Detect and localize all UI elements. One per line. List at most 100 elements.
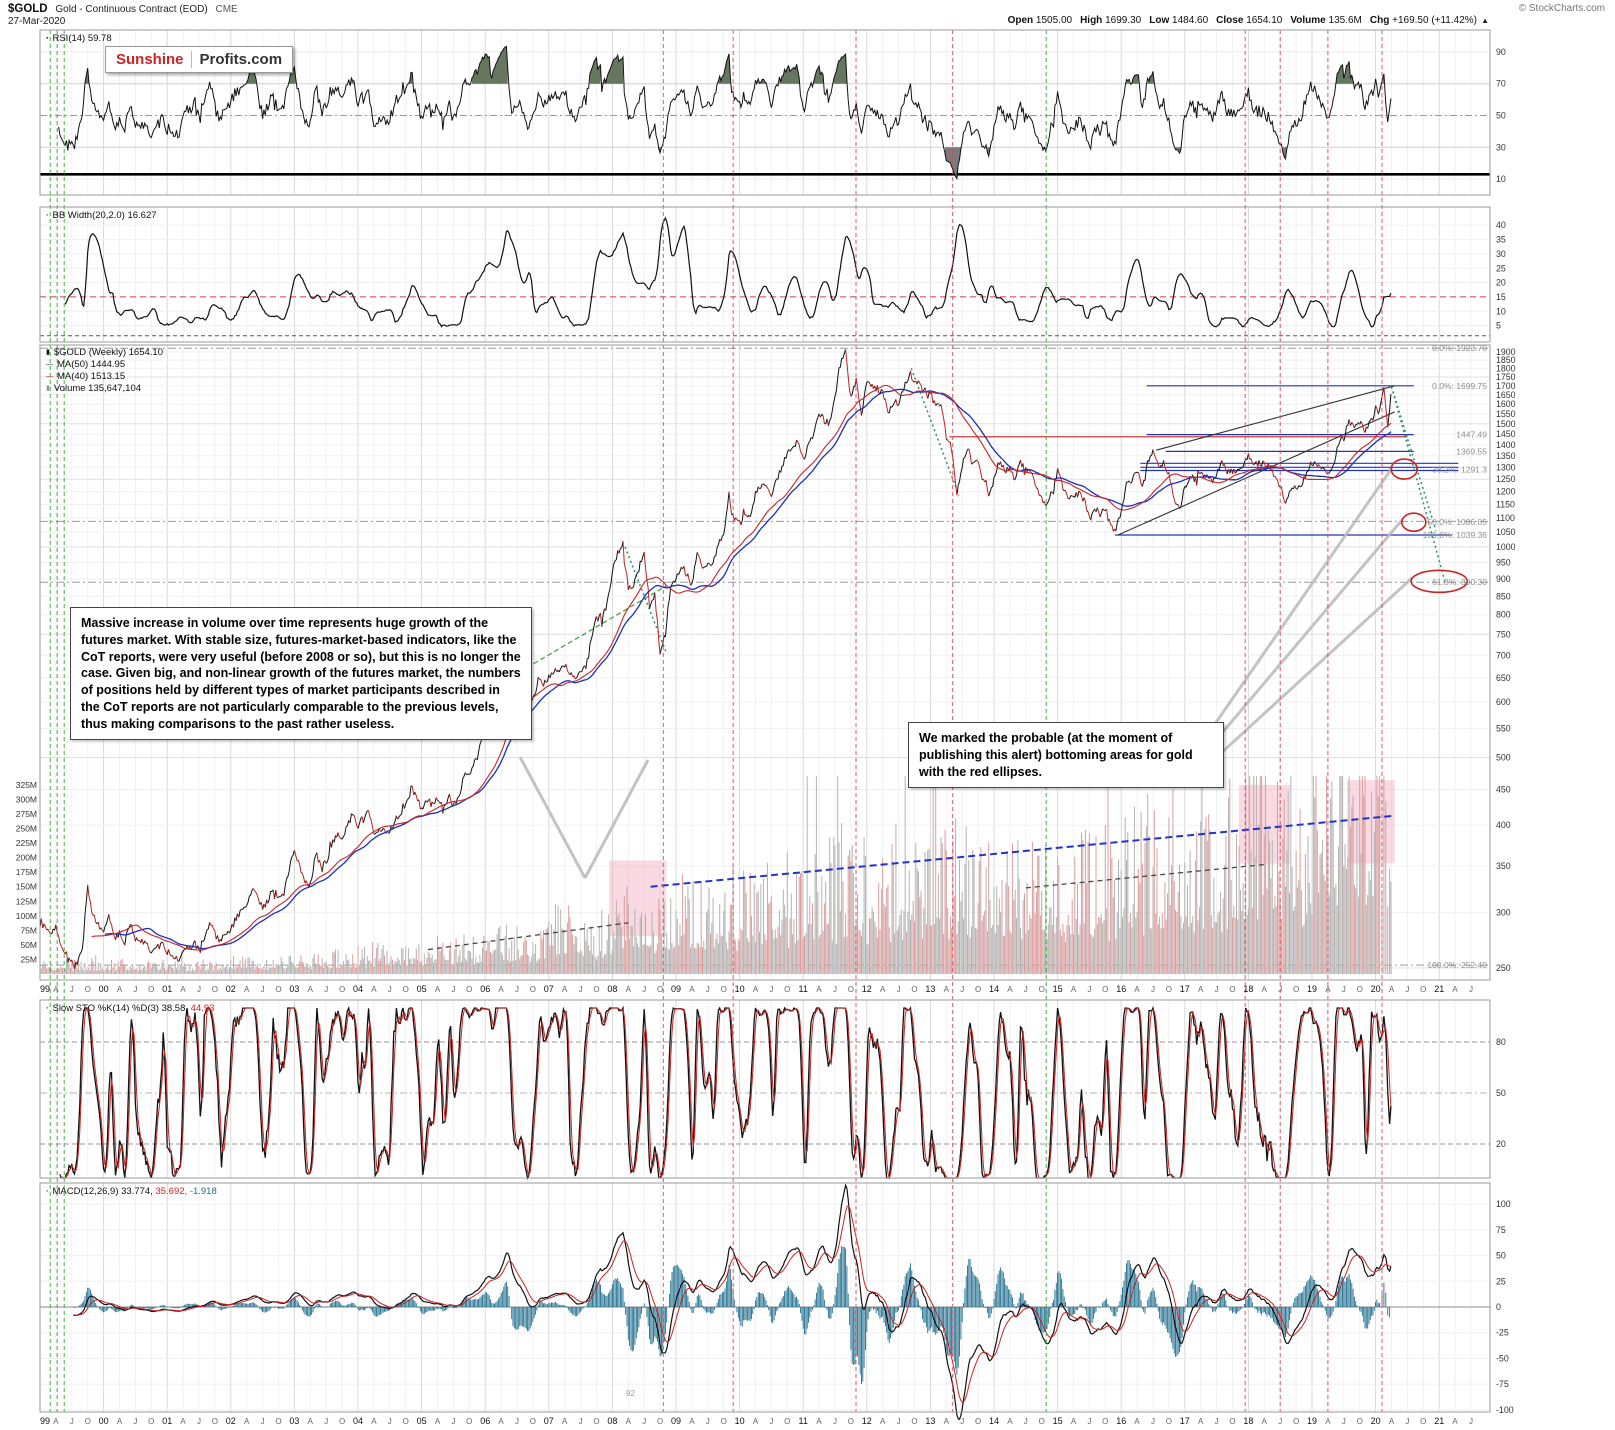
svg-text:J: J xyxy=(579,1417,583,1426)
svg-text:15: 15 xyxy=(1496,292,1506,302)
svg-text:A: A xyxy=(498,1417,504,1426)
svg-text:J: J xyxy=(388,1417,392,1426)
svg-text:10: 10 xyxy=(735,984,745,994)
svg-text:50.0%: 1086.05: 50.0%: 1086.05 xyxy=(1427,517,1487,527)
svg-text:O: O xyxy=(1166,985,1172,994)
svg-text:50: 50 xyxy=(1496,1251,1506,1261)
svg-text:38.2%: 1291.3: 38.2%: 1291.3 xyxy=(1432,464,1487,474)
svg-text:12: 12 xyxy=(862,984,872,994)
svg-text:-25: -25 xyxy=(1496,1328,1509,1338)
svg-text:275M: 275M xyxy=(16,809,37,819)
svg-text:A: A xyxy=(1452,985,1458,994)
svg-text:J: J xyxy=(897,985,901,994)
svg-text:O: O xyxy=(1039,1417,1045,1426)
svg-text:O: O xyxy=(1357,985,1363,994)
svg-text:1250: 1250 xyxy=(1496,474,1516,484)
svg-text:15: 15 xyxy=(1053,984,1063,994)
svg-text:O: O xyxy=(657,1417,663,1426)
svg-text:07: 07 xyxy=(544,1416,554,1426)
svg-text:18: 18 xyxy=(1243,1416,1253,1426)
svg-text:O: O xyxy=(593,985,599,994)
svg-text:J: J xyxy=(1278,985,1282,994)
svg-text:A: A xyxy=(1134,1417,1140,1426)
svg-text:30: 30 xyxy=(1496,249,1506,259)
svg-text:J: J xyxy=(1405,985,1409,994)
svg-text:O: O xyxy=(1357,1417,1363,1426)
svg-text:A: A xyxy=(244,985,250,994)
high-value: 1699.30 xyxy=(1105,15,1142,26)
svg-text:05: 05 xyxy=(417,984,427,994)
svg-text:A: A xyxy=(1071,1417,1077,1426)
svg-text:O: O xyxy=(1229,1417,1235,1426)
svg-text:13: 13 xyxy=(925,984,935,994)
svg-text:00: 00 xyxy=(99,984,109,994)
low-value: 1484.60 xyxy=(1172,15,1209,26)
svg-text:A: A xyxy=(1134,985,1140,994)
svg-text:J: J xyxy=(451,985,455,994)
svg-text:01: 01 xyxy=(162,1416,172,1426)
svg-text:50M: 50M xyxy=(20,940,37,950)
open-value: 1505.00 xyxy=(1035,15,1073,26)
svg-text:O: O xyxy=(1420,985,1426,994)
svg-text:A: A xyxy=(1262,985,1268,994)
svg-text:19: 19 xyxy=(1307,1416,1317,1426)
chart-date: 27-Mar-2020 xyxy=(8,16,66,27)
svg-text:O: O xyxy=(466,1417,472,1426)
svg-text:150M: 150M xyxy=(16,882,37,892)
svg-text:J: J xyxy=(324,1417,328,1426)
svg-text:10: 10 xyxy=(1496,306,1506,316)
svg-text:A: A xyxy=(498,985,504,994)
svg-text:A: A xyxy=(1071,985,1077,994)
svg-text:1369.55: 1369.55 xyxy=(1456,446,1487,456)
svg-text:A: A xyxy=(880,1417,886,1426)
svg-text:O: O xyxy=(721,1417,727,1426)
panel-marker-icon: ▪ xyxy=(46,35,49,42)
svg-text:O: O xyxy=(1293,1417,1299,1426)
svg-text:17: 17 xyxy=(1180,984,1190,994)
ma-line-icon: — xyxy=(46,373,53,380)
svg-text:J: J xyxy=(897,1417,901,1426)
svg-text:A: A xyxy=(1389,985,1395,994)
svg-text:61.8%: 890.30: 61.8%: 890.30 xyxy=(1432,577,1487,587)
exchange-label: CME xyxy=(215,4,238,15)
svg-text:550: 550 xyxy=(1496,724,1511,734)
rsi-panel-label: ▪ RSI(14) 59.78 xyxy=(46,33,112,44)
svg-text:J: J xyxy=(515,1417,519,1426)
svg-text:A: A xyxy=(308,985,314,994)
svg-text:11: 11 xyxy=(799,984,808,994)
svg-text:00: 00 xyxy=(99,1416,109,1426)
svg-text:04: 04 xyxy=(353,1416,363,1426)
svg-text:A: A xyxy=(816,1417,822,1426)
svg-text:J: J xyxy=(642,1417,646,1426)
svg-text:J: J xyxy=(515,985,519,994)
macd-hist-value: -1.918 xyxy=(189,1186,217,1197)
svg-text:A: A xyxy=(1007,985,1013,994)
svg-text:O: O xyxy=(911,1417,917,1426)
svg-text:A: A xyxy=(689,1417,695,1426)
svg-text:50: 50 xyxy=(1496,111,1506,121)
svg-text:18: 18 xyxy=(1243,984,1253,994)
svg-text:02: 02 xyxy=(226,1416,236,1426)
sto-d-value: 44.93 xyxy=(190,1003,215,1014)
svg-text:25: 25 xyxy=(1496,1276,1506,1286)
svg-text:A: A xyxy=(435,1417,441,1426)
svg-text:J: J xyxy=(706,985,710,994)
svg-text:25: 25 xyxy=(1496,263,1506,273)
panel-marker-icon: ▪ xyxy=(46,1005,49,1012)
svg-text:J: J xyxy=(1469,1417,1473,1426)
svg-text:1800: 1800 xyxy=(1496,363,1516,373)
svg-text:20: 20 xyxy=(1371,984,1381,994)
svg-text:03: 03 xyxy=(289,1416,299,1426)
svg-text:06: 06 xyxy=(480,1416,490,1426)
svg-text:225M: 225M xyxy=(16,838,37,848)
change-value: +169.50 (+11.42%) xyxy=(1392,15,1477,26)
svg-text:1750: 1750 xyxy=(1496,372,1516,382)
svg-text:O: O xyxy=(85,985,91,994)
macd-value: 33.774, xyxy=(121,1186,153,1197)
svg-text:1500: 1500 xyxy=(1496,419,1516,429)
svg-text:800: 800 xyxy=(1496,610,1511,620)
svg-text:A: A xyxy=(880,985,886,994)
panel-marker-icon: ▪ xyxy=(46,1188,49,1195)
